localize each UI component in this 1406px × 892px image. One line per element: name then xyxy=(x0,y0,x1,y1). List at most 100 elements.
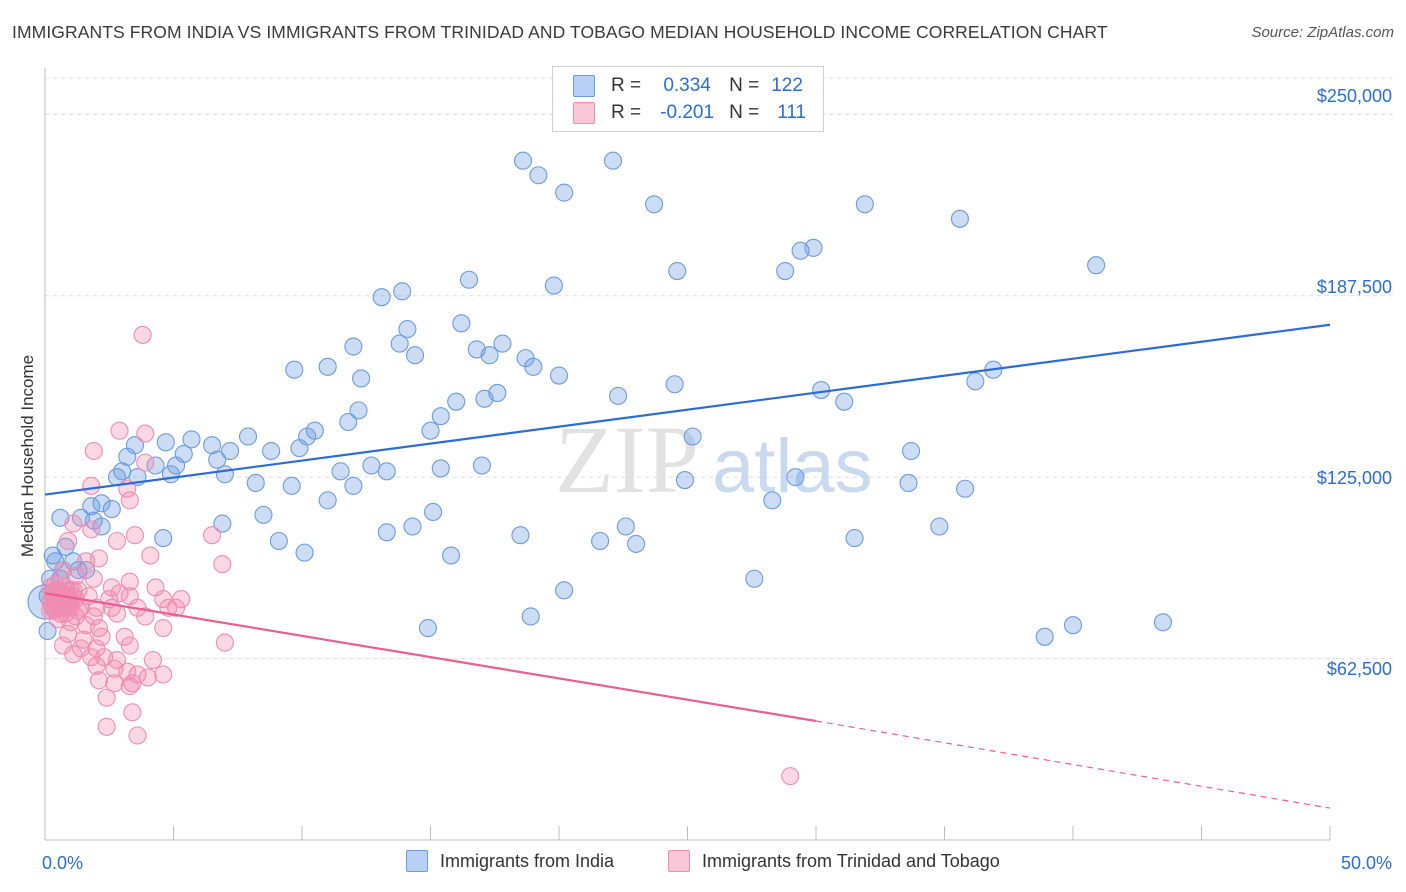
gridlines xyxy=(45,77,1395,660)
data-point xyxy=(125,526,144,545)
data-point xyxy=(331,462,350,481)
data-point xyxy=(406,346,425,365)
data-point xyxy=(344,476,363,495)
legend-row-india: R = 0.334 N = 122 xyxy=(573,75,803,97)
data-point xyxy=(220,441,240,461)
data-point xyxy=(97,688,116,707)
data-point xyxy=(776,261,795,281)
data-point xyxy=(418,619,437,638)
data-point xyxy=(603,151,623,170)
legend-r-india: 0.334 xyxy=(663,75,711,96)
x-tick-max: 50.0% xyxy=(1340,853,1392,873)
data-point xyxy=(102,500,121,519)
y-tick-62500: $62,500 xyxy=(1326,659,1392,679)
legend-n-trinidad: 111 xyxy=(777,102,807,123)
data-point xyxy=(143,650,162,670)
data-point xyxy=(120,677,139,696)
data-point xyxy=(154,590,173,609)
data-point xyxy=(84,441,103,461)
legend-n-india: 122 xyxy=(771,75,803,96)
legend-n-label: N = xyxy=(729,102,760,123)
data-point xyxy=(136,453,155,472)
data-point xyxy=(591,531,610,551)
data-point xyxy=(92,494,111,513)
data-point xyxy=(282,476,301,495)
data-point xyxy=(424,502,443,522)
data-point xyxy=(1063,616,1083,635)
source-credit: Source: ZipAtlas.com xyxy=(1251,24,1394,41)
data-point xyxy=(136,424,155,443)
data-point xyxy=(156,433,175,452)
data-point xyxy=(92,517,111,536)
data-point xyxy=(966,372,985,391)
data-point xyxy=(902,441,921,461)
data-point xyxy=(549,366,569,385)
data-point xyxy=(899,473,918,492)
trend-line-trinidad xyxy=(44,592,817,723)
data-point xyxy=(82,520,101,539)
data-point xyxy=(318,491,337,510)
data-point xyxy=(203,526,222,545)
data-point xyxy=(855,195,874,214)
data-point xyxy=(488,383,507,403)
data-point xyxy=(812,381,831,400)
data-point xyxy=(107,604,127,623)
legend-r-label: R = xyxy=(611,75,642,96)
india-swatch xyxy=(406,850,428,872)
data-point xyxy=(447,392,466,411)
data-point xyxy=(480,346,499,365)
data-point xyxy=(511,526,530,545)
data-point xyxy=(56,581,75,600)
data-point xyxy=(668,261,687,281)
correlation-legend: R = 0.334 N = 122 R = -0.201 N = 111 xyxy=(552,66,824,132)
data-point xyxy=(123,703,142,722)
data-point xyxy=(950,209,969,228)
data-point xyxy=(64,514,83,533)
trend-line-india xyxy=(44,323,1331,496)
data-point xyxy=(269,531,288,551)
legend-item-trinidad[interactable]: Immigrants from Trinidad and Tobago xyxy=(668,850,1000,872)
data-point xyxy=(377,523,396,542)
data-point xyxy=(133,325,152,344)
watermark-zip: ZIP xyxy=(555,406,699,513)
data-point xyxy=(675,470,694,490)
axes xyxy=(44,68,1331,841)
data-point xyxy=(791,241,810,260)
legend-label-india: Immigrants from India xyxy=(440,850,615,871)
data-point xyxy=(956,479,975,498)
data-point xyxy=(138,668,157,687)
data-point xyxy=(136,607,155,626)
data-point xyxy=(745,569,764,588)
data-point xyxy=(344,337,363,356)
data-point xyxy=(215,633,234,652)
data-point xyxy=(123,674,142,693)
data-point xyxy=(835,392,854,411)
data-point xyxy=(781,767,800,786)
data-point xyxy=(290,439,309,458)
data-point xyxy=(213,514,232,533)
series-legend: Immigrants from India Immigrants from Tr… xyxy=(0,850,1406,880)
data-point xyxy=(167,598,186,617)
data-point xyxy=(105,674,124,693)
data-point xyxy=(544,276,563,295)
data-point xyxy=(182,430,201,449)
data-point xyxy=(452,314,471,333)
data-point xyxy=(431,459,450,478)
data-point xyxy=(146,456,165,475)
data-point xyxy=(238,427,258,446)
data-point xyxy=(208,450,227,469)
data-point xyxy=(82,476,101,495)
data-point xyxy=(1153,613,1172,632)
data-point xyxy=(110,584,129,603)
y-tick-125000: $125,000 xyxy=(1316,468,1392,488)
data-point xyxy=(61,598,80,617)
legend-n-label: N = xyxy=(729,75,760,96)
legend-row-trinidad: R = -0.201 N = 111 xyxy=(573,102,806,124)
data-point xyxy=(154,665,173,684)
watermark-atlas: atlas xyxy=(712,424,873,509)
x-tick-min: 0.0% xyxy=(42,853,84,873)
data-point xyxy=(513,151,533,170)
data-point xyxy=(318,357,337,376)
legend-item-india[interactable]: Immigrants from India xyxy=(406,850,614,872)
data-point xyxy=(154,619,173,638)
